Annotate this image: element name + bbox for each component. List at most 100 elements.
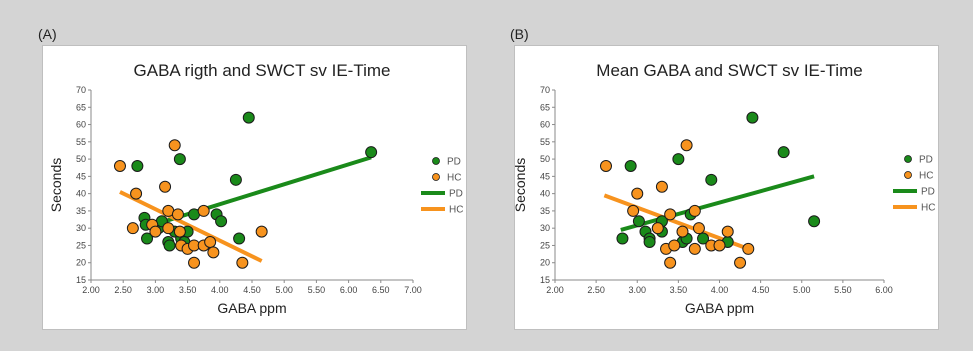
data-point-hc	[204, 236, 217, 248]
legend-label-pd: PD	[447, 157, 461, 168]
x-tick-label: 4.00	[711, 285, 729, 295]
legend-label-pd: PD	[921, 187, 935, 198]
data-point-pd	[632, 215, 645, 228]
data-point-hc	[168, 139, 181, 152]
data-point-pd	[233, 232, 246, 245]
x-tick-label: 4.50	[243, 285, 261, 295]
x-tick-label: 3.00	[628, 285, 646, 295]
y-tick-label: 60	[76, 120, 86, 130]
y-tick-label: 50	[76, 154, 86, 164]
chart-panel-a: GABA rigth and SWCT sv IE-Time 15 20 25 30 35…	[42, 45, 467, 330]
x-axis-label: GABA ppm	[685, 300, 754, 316]
data-point-hc	[197, 204, 210, 217]
data-point-pd	[141, 232, 154, 245]
data-point-hc	[113, 160, 126, 172]
data-point-hc	[688, 242, 701, 255]
x-tick-label: 2.50	[114, 285, 132, 295]
chart-panel-b: Mean GABA and SWCT sv IE-Time 15 20 25 30 35 4…	[514, 45, 939, 330]
y-tick-label: 40	[540, 189, 550, 199]
y-tick-label: 55	[540, 137, 550, 147]
y-tick-label: 50	[540, 154, 550, 164]
chart-title: Mean GABA and SWCT sv IE-Time	[596, 61, 862, 80]
trend-line-hc	[119, 190, 263, 263]
legend-label-hc: HC	[449, 205, 463, 216]
data-point-hc	[599, 160, 612, 172]
data-point-pd	[705, 173, 718, 186]
legend-marker-pd	[904, 155, 912, 163]
data-point-hc	[742, 242, 755, 255]
data-point-hc	[688, 204, 701, 217]
data-point-pd	[242, 111, 255, 124]
x-tick-label: 2.00	[82, 285, 100, 295]
x-tick-label: 3.00	[147, 285, 165, 295]
x-tick-label: 5.50	[308, 285, 326, 295]
y-tick-label: 20	[76, 258, 86, 268]
y-tick-label: 45	[76, 171, 86, 181]
data-point-pd	[173, 153, 186, 166]
data-point-pd	[163, 239, 176, 252]
data-point-pd	[672, 153, 685, 166]
y-tick-label: 35	[540, 206, 550, 216]
y-tick-label: 65	[76, 102, 86, 112]
y-tick-label: 15	[540, 275, 550, 285]
data-point-hc	[655, 180, 668, 193]
data-point-hc	[207, 246, 220, 259]
x-tick-label: 5.00	[793, 285, 811, 295]
legend-label-hc: HC	[921, 203, 935, 214]
data-point-hc	[651, 222, 664, 235]
chart-b-svg: Mean GABA and SWCT sv IE-Time 15 20 25 30 35 4…	[515, 61, 935, 316]
panel-label-a: (A)	[38, 26, 57, 42]
y-axis-label: Seconds	[515, 158, 528, 212]
data-point-hc	[236, 256, 249, 269]
legend-label-pd: PD	[449, 189, 463, 200]
y-tick-label: 35	[76, 206, 86, 216]
chart-a-svg: GABA rigth and SWCT sv IE-Time 15 20 25 30 35…	[48, 61, 463, 316]
trend-line-pd	[620, 174, 815, 232]
data-point-hc	[692, 222, 705, 235]
legend-label-hc: HC	[447, 173, 461, 184]
legend-label-pd: PD	[919, 155, 933, 166]
x-tick-label: 5.00	[275, 285, 293, 295]
y-tick-label: 30	[540, 223, 550, 233]
data-point-pd	[229, 173, 242, 186]
data-point-pd	[616, 232, 629, 245]
data-point-hc	[680, 139, 693, 152]
data-point-pd	[777, 146, 790, 159]
data-point-hc	[162, 222, 175, 235]
legend-marker-pd	[432, 157, 440, 165]
data-point-hc	[126, 222, 139, 235]
data-point-pd	[215, 215, 228, 228]
x-tick-label: 6.50	[372, 285, 390, 295]
y-tick-label: 25	[540, 240, 550, 250]
data-point-pd	[697, 232, 710, 245]
data-point-hc	[130, 187, 143, 200]
x-tick-label: 6.00	[340, 285, 358, 295]
data-point-hc	[668, 239, 681, 252]
y-tick-label: 40	[76, 189, 86, 199]
data-point-pd	[808, 215, 821, 228]
data-point-hc	[676, 225, 689, 238]
data-point-hc	[627, 204, 640, 217]
data-point-pd	[746, 111, 759, 124]
x-tick-label: 5.50	[834, 285, 852, 295]
data-point-hc	[188, 256, 201, 269]
x-tick-label: 2.00	[546, 285, 564, 295]
y-tick-label: 15	[76, 275, 86, 285]
y-tick-label: 55	[76, 137, 86, 147]
data-point-hc	[171, 208, 184, 221]
y-tick-label: 30	[76, 223, 86, 233]
data-point-hc	[631, 187, 644, 200]
data-point-hc	[721, 225, 734, 238]
y-tick-label: 45	[540, 171, 550, 181]
data-point-hc	[713, 239, 726, 252]
data-point-hc	[734, 256, 747, 269]
x-tick-label: 3.50	[179, 285, 197, 295]
x-tick-label: 3.50	[670, 285, 688, 295]
y-tick-label: 70	[540, 85, 550, 95]
data-point-hc	[664, 256, 677, 269]
x-tick-label: 4.50	[752, 285, 770, 295]
panel-label-b: (B)	[510, 26, 529, 42]
x-tick-label: 2.50	[587, 285, 605, 295]
data-point-hc	[255, 225, 268, 238]
data-point-hc	[159, 180, 172, 193]
